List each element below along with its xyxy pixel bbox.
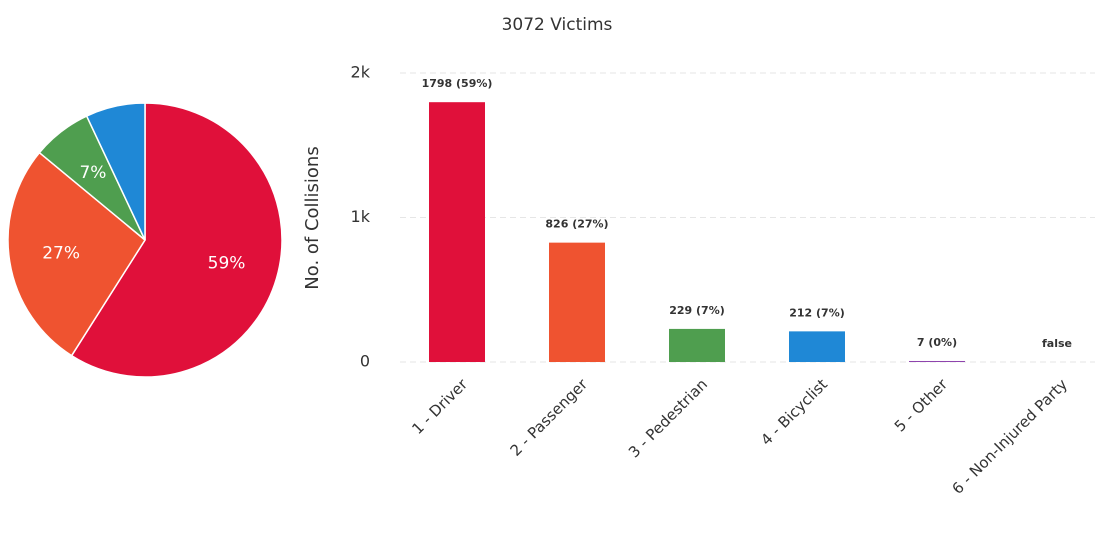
x-tick-label: 4 - Bicyclist xyxy=(757,375,831,449)
bar xyxy=(669,328,725,362)
x-tick-label: 6 - Non-Injured Party xyxy=(948,375,1071,498)
y-tick-label: 2k xyxy=(351,63,371,82)
pie-slice xyxy=(70,102,283,378)
data-label: 1798 (59%) xyxy=(422,77,493,90)
bar xyxy=(429,102,485,363)
data-label: 7 (0%) xyxy=(917,336,957,349)
data-label: false xyxy=(1042,337,1072,350)
pie-slice xyxy=(7,151,146,357)
slice-label: 27% xyxy=(42,243,80,263)
y-axis-label: No. of Collisions xyxy=(302,146,323,289)
bar xyxy=(549,242,605,362)
data-label: 212 (7%) xyxy=(789,306,845,319)
bar xyxy=(789,331,845,362)
x-tick-label: 2 - Passenger xyxy=(507,375,592,460)
pie-slice xyxy=(85,102,146,241)
slice-label: 7% xyxy=(79,163,106,183)
data-label: 229 (7%) xyxy=(669,304,725,317)
y-tick-label: 0 xyxy=(360,352,370,371)
y-tick-label: 1k xyxy=(351,207,371,226)
x-tick-label: 5 - Other xyxy=(891,375,952,436)
x-tick-label: 1 - Driver xyxy=(408,375,471,438)
chart-title: 3072 Victims xyxy=(502,15,613,35)
slice-label: 59% xyxy=(208,254,246,274)
bar xyxy=(909,360,965,362)
x-tick-label: 3 - Pedestrian xyxy=(625,375,711,461)
data-label: 826 (27%) xyxy=(545,218,608,231)
